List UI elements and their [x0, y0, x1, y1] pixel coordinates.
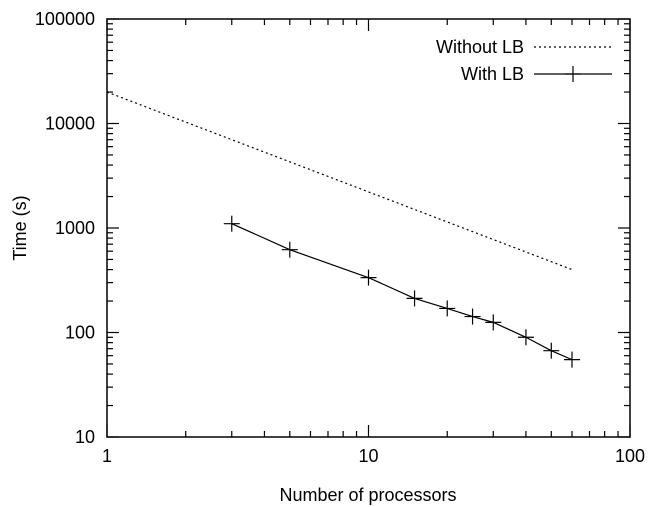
- y-tick-labels: 10 100 1000 10000 100000: [35, 9, 95, 447]
- data-point-marker: [223, 215, 240, 232]
- x-tick-label: 100: [615, 446, 645, 466]
- data-point-marker: [565, 66, 581, 82]
- legend-label: Without LB: [436, 37, 524, 57]
- y-tick-label: 100: [65, 323, 95, 343]
- series-line-0: [106, 91, 573, 271]
- y-tick-label: 10: [75, 427, 95, 447]
- legend: Without LB With LB: [436, 37, 612, 84]
- y-tick-label: 100000: [35, 9, 95, 29]
- data-point-marker: [281, 241, 298, 258]
- data-point-marker: [543, 342, 560, 359]
- data-point-marker: [360, 269, 377, 286]
- x-tick-label: 10: [358, 446, 378, 466]
- series-line-1: [231, 223, 573, 361]
- axis-ticks: [106, 18, 631, 438]
- series-layer: [106, 91, 580, 368]
- y-axis-label: Time (s): [10, 195, 30, 260]
- x-tick-labels: 1 10 100: [102, 446, 645, 466]
- data-point-marker: [517, 329, 534, 346]
- data-point-marker: [439, 300, 456, 317]
- data-point-marker: [406, 290, 423, 307]
- y-tick-label: 10000: [45, 114, 95, 134]
- data-point-marker: [485, 314, 502, 331]
- data-point-marker: [464, 308, 481, 325]
- data-point-marker: [563, 351, 580, 368]
- x-tick-label: 1: [102, 446, 112, 466]
- legend-label: With LB: [461, 64, 524, 84]
- plot-frame: [106, 18, 631, 438]
- y-tick-label: 1000: [55, 218, 95, 238]
- x-axis-label: Number of processors: [279, 485, 456, 505]
